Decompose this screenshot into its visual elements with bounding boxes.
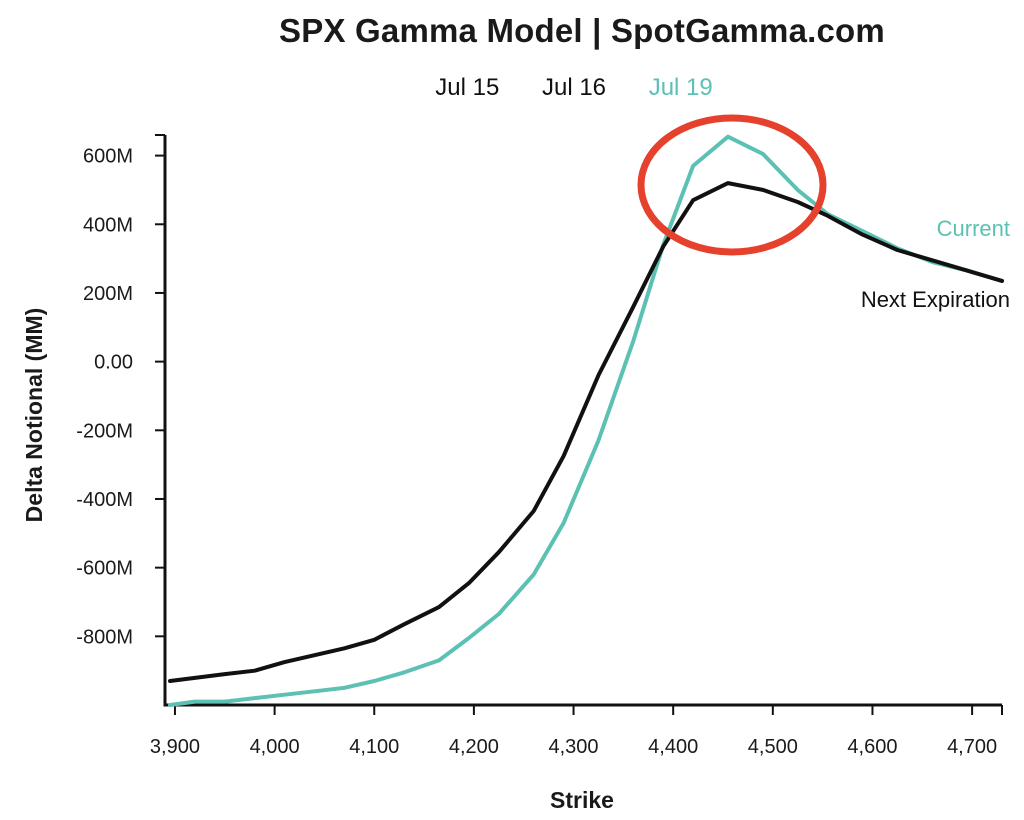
legend: Jul 15 Jul 16 Jul 19 [0, 74, 1024, 102]
x-tick-label: 4,400 [648, 736, 698, 758]
x-tick-label: 4,700 [947, 736, 997, 758]
legend-item-jul-16[interactable]: Jul 16 [541, 74, 607, 101]
x-tick-label: 4,300 [549, 736, 599, 758]
series-line-next-expiration [168, 181, 1004, 683]
y-tick-label: -800M [76, 626, 133, 648]
y-tick-label: 400M [83, 214, 133, 236]
peak-highlight-circle [637, 114, 827, 256]
x-tick-label: 4,100 [349, 736, 399, 758]
x-tick-label: 4,000 [250, 736, 300, 758]
series-label-current: Current [937, 216, 1010, 241]
x-tick-label: 4,200 [449, 736, 499, 758]
y-tick-label: 200M [83, 283, 133, 305]
y-tick-label: 0.00 [94, 352, 133, 374]
x-tick-label: 4,500 [748, 736, 798, 758]
chart-title: SPX Gamma Model | SpotGamma.com [279, 12, 885, 49]
y-axis-title: Delta Notional (MM) [21, 308, 47, 523]
y-tick-label: 600M [83, 146, 133, 168]
x-tick-label: 3,900 [150, 736, 200, 758]
x-axis-title: Strike [550, 787, 614, 813]
y-tick-label: -600M [76, 558, 133, 580]
y-tick-label: -400M [76, 489, 133, 511]
legend-item-jul-15[interactable]: Jul 15 [435, 74, 500, 101]
legend-item-jul-19[interactable]: Jul 19 [648, 74, 713, 101]
plot-area: 600M 400M 200M 0.00 -200M -400M -600M -800M 3,90… [76, 114, 1010, 758]
series-line-current [168, 134, 1004, 707]
y-tick-label: -200M [76, 420, 133, 442]
series-label-next-expiration: Next Expiration [861, 287, 1010, 312]
x-tick-label: 4,600 [847, 736, 897, 758]
